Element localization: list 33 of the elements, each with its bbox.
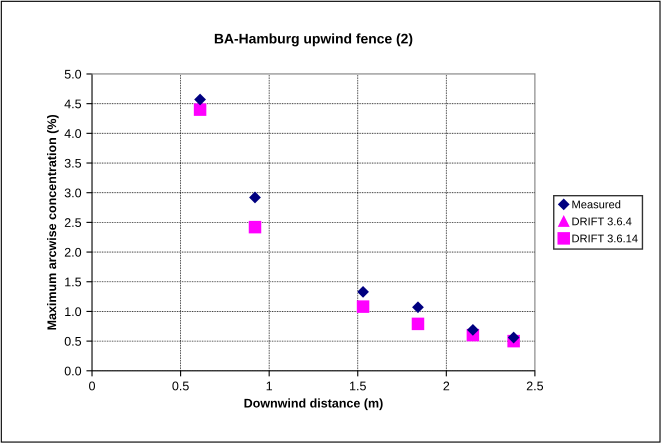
point [508, 332, 520, 344]
x-tick-label: 0.5 [172, 382, 189, 390]
point [194, 94, 206, 106]
point [357, 286, 369, 298]
x-tick-label: 1 [266, 382, 272, 390]
y-tick-label: 1.5 [65, 278, 82, 286]
point [356, 300, 370, 313]
x-tick-label: 0 [89, 382, 96, 390]
x-tick-label: 1.5 [350, 382, 366, 390]
x-tick-label: 2 [443, 382, 450, 390]
y-tick-label: 5.0 [64, 70, 82, 79]
y-tick-label: 3.5 [64, 158, 82, 168]
y-tick-label: 1.0 [65, 307, 82, 316]
legend-label: DRIFT 3.6.4 [572, 218, 632, 226]
y-tick-label: 2.0 [64, 248, 82, 257]
x-tick-label: 2.5 [526, 382, 544, 390]
point [467, 324, 478, 336]
y-tick-label: 0.0 [64, 366, 82, 376]
legend-label: DRIFT 3.6.14 [572, 234, 638, 242]
legend-label: Measured [572, 200, 620, 208]
point [249, 192, 261, 204]
point [248, 220, 262, 234]
y-tick-label: 0.5 [64, 336, 82, 346]
point [412, 318, 424, 330]
chart-title: BA-Hamburg upwind fence (2) [214, 33, 412, 46]
point [194, 103, 206, 116]
y-axis-title: Maximum arcwise concentration (%) [47, 114, 59, 330]
y-tick-label: 3.0 [64, 188, 82, 198]
y-tick-label: 2.5 [64, 218, 82, 228]
point [412, 302, 424, 313]
y-tick-label: 4.0 [64, 129, 82, 138]
x-axis-title: Downwind distance (m) [244, 398, 383, 410]
y-tick-label: 4.5 [64, 100, 82, 108]
